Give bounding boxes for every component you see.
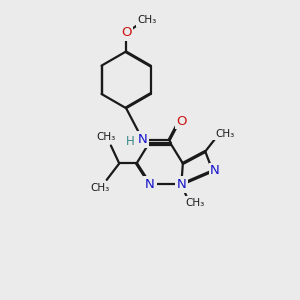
Text: CH₃: CH₃ — [91, 183, 110, 193]
Text: N: N — [210, 164, 220, 177]
Text: CH₃: CH₃ — [215, 129, 234, 139]
Text: CH₃: CH₃ — [96, 132, 115, 142]
Text: CH₃: CH₃ — [186, 198, 205, 208]
Text: N: N — [138, 133, 147, 146]
Text: N: N — [176, 178, 186, 191]
Text: N: N — [145, 178, 155, 191]
Text: H: H — [126, 135, 134, 148]
Text: O: O — [121, 26, 131, 39]
Text: CH₃: CH₃ — [137, 15, 157, 25]
Text: O: O — [177, 115, 187, 128]
